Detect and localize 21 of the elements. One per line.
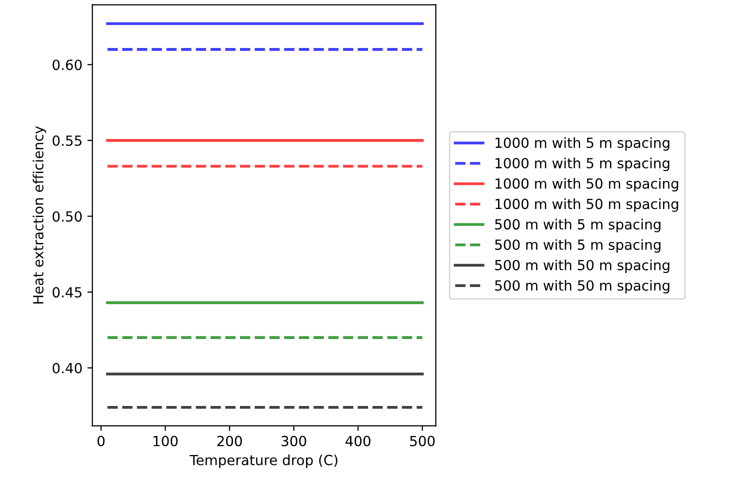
y-tick-label: 0.45: [52, 287, 82, 298]
x-tick-label: 200: [217, 436, 242, 446]
y-axis-title: Heat extraction efficiency: [32, 126, 46, 304]
legend-label: 1000 m with 5 m spacing: [496, 158, 670, 172]
legend-label: 500 m with 5 m spacing: [495, 239, 660, 253]
legend-label: 1000 m with 50 m spacing: [496, 198, 678, 212]
x-tick-label: 0: [98, 436, 105, 446]
legend-label: 500 m with 50 m spacing: [495, 260, 670, 274]
y-tick-label: 0.40: [52, 362, 82, 374]
legend-label: 1000 m with 5 m spacing: [496, 137, 670, 151]
x-tick-label: 400: [346, 436, 370, 446]
x-tick-label: 500: [410, 436, 435, 446]
legend-label: 500 m with 5 m spacing: [495, 218, 660, 232]
legend-label: 500 m with 50 m spacing: [495, 280, 670, 294]
y-tick-label: 0.55: [52, 135, 82, 146]
legend-label: 1000 m with 50 m spacing: [496, 178, 678, 192]
x-axis-title: Temperature drop (C): [190, 454, 338, 468]
y-tick-label: 0.60: [52, 60, 82, 70]
y-tick-label: 0.50: [52, 211, 82, 222]
x-tick-label: 300: [282, 436, 306, 446]
x-tick-label: 100: [154, 436, 178, 446]
